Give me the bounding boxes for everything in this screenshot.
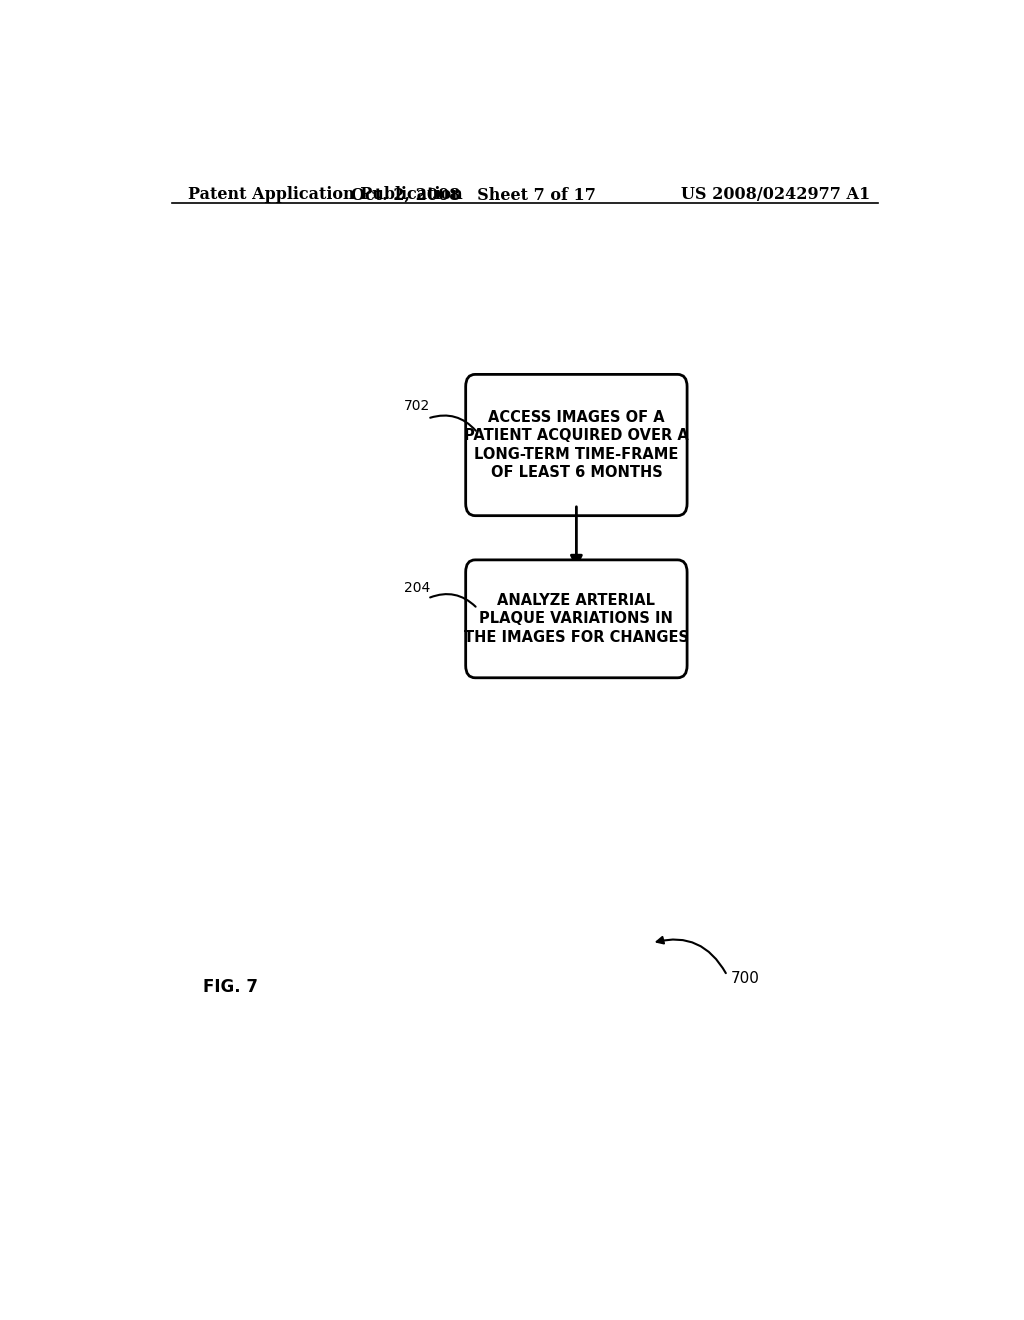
Text: ANALYZE ARTERIAL
PLAQUE VARIATIONS IN
THE IMAGES FOR CHANGES: ANALYZE ARTERIAL PLAQUE VARIATIONS IN TH… bbox=[464, 593, 689, 645]
Text: 204: 204 bbox=[403, 581, 430, 595]
Text: ACCESS IMAGES OF A
PATIENT ACQUIRED OVER A
LONG-TERM TIME-FRAME
OF LEAST 6 MONTH: ACCESS IMAGES OF A PATIENT ACQUIRED OVER… bbox=[464, 409, 689, 480]
FancyBboxPatch shape bbox=[466, 560, 687, 677]
Text: Patent Application Publication: Patent Application Publication bbox=[187, 186, 462, 203]
Text: FIG. 7: FIG. 7 bbox=[204, 978, 258, 995]
Text: US 2008/0242977 A1: US 2008/0242977 A1 bbox=[681, 186, 870, 203]
Text: 702: 702 bbox=[403, 400, 430, 413]
Text: 700: 700 bbox=[731, 972, 760, 986]
FancyBboxPatch shape bbox=[466, 375, 687, 516]
Text: Oct. 2, 2008   Sheet 7 of 17: Oct. 2, 2008 Sheet 7 of 17 bbox=[351, 186, 596, 203]
